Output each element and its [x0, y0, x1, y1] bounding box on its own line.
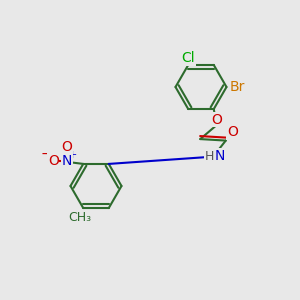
Text: Br: Br [229, 80, 245, 94]
Text: N: N [61, 154, 72, 168]
Text: N: N [214, 149, 225, 163]
Text: O: O [61, 140, 72, 154]
Text: −: − [41, 147, 52, 161]
Text: O: O [48, 154, 59, 168]
Text: O: O [211, 112, 222, 127]
Text: Cl: Cl [182, 51, 195, 65]
Text: H: H [205, 150, 214, 163]
Text: +: + [68, 150, 77, 160]
Text: CH₃: CH₃ [69, 211, 92, 224]
Text: O: O [227, 125, 238, 139]
